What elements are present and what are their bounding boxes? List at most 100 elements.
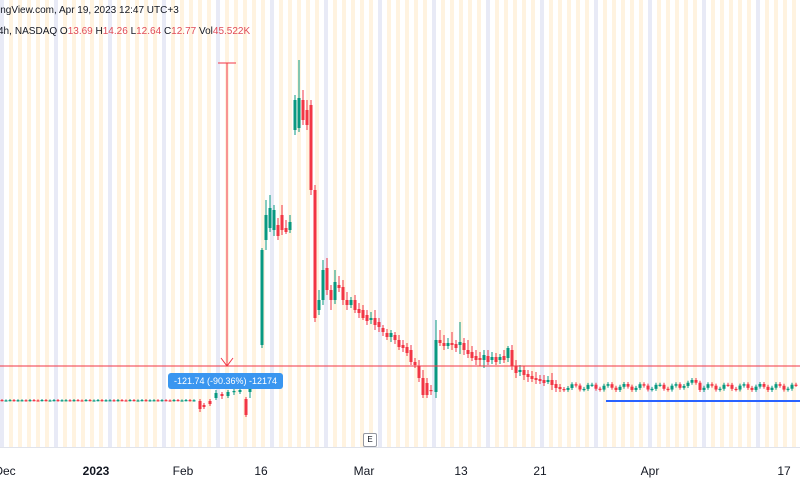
session-band <box>513 0 517 447</box>
candle-body <box>361 310 365 318</box>
candle-body <box>60 400 64 402</box>
candle-body <box>682 385 686 388</box>
candle-body <box>754 386 758 390</box>
candle-body <box>686 382 690 386</box>
candle-body <box>534 378 538 380</box>
candle-body <box>702 387 706 390</box>
session-band <box>423 0 427 447</box>
candle-body <box>288 222 292 230</box>
session-band <box>432 0 436 447</box>
candle-body <box>381 328 385 332</box>
candle-body <box>220 394 224 396</box>
time-axis-tick: 2023 <box>82 464 110 478</box>
candle-body <box>698 382 702 390</box>
candle-body <box>582 388 586 391</box>
session-band <box>603 0 607 447</box>
candle-body <box>486 356 490 362</box>
candle-body <box>566 387 570 390</box>
candle-body <box>284 228 288 232</box>
candle-body <box>136 400 140 402</box>
candle-body <box>734 388 738 391</box>
session-band <box>144 0 148 447</box>
candle-body <box>762 384 766 387</box>
session-band <box>360 0 364 447</box>
session-band <box>468 0 472 447</box>
candle-body <box>790 384 794 389</box>
candle-body <box>706 384 710 388</box>
session-band <box>135 0 139 447</box>
session-band <box>441 0 445 447</box>
source-line: ingView.com, Apr 19, 2023 12:47 UTC+3 <box>0 5 179 16</box>
session-band <box>522 0 526 447</box>
candle-body <box>590 384 594 386</box>
close-value: 12.77 <box>171 26 197 37</box>
candle-body <box>518 370 522 372</box>
candle-body <box>172 400 176 402</box>
candle-body <box>494 357 498 362</box>
candle-body <box>670 385 674 390</box>
candle-body <box>168 400 172 402</box>
candle-body <box>293 100 297 130</box>
session-band <box>189 0 193 447</box>
time-axis-tick: Apr <box>640 464 660 478</box>
candle-body <box>305 110 309 125</box>
session-band <box>216 0 220 447</box>
candle-body <box>770 387 774 390</box>
session-band <box>756 0 760 447</box>
candle-body <box>570 384 574 388</box>
session-band <box>81 0 85 447</box>
candle-body <box>482 355 486 360</box>
candle-body <box>710 384 714 386</box>
candle-body <box>309 105 313 190</box>
price-chart[interactable] <box>0 0 800 447</box>
candle-body <box>112 400 116 402</box>
events-button[interactable]: E <box>363 433 377 447</box>
session-band <box>63 0 67 447</box>
candle-body <box>714 385 718 390</box>
session-band <box>9 0 13 447</box>
candle-body <box>313 190 317 318</box>
candle-body <box>377 322 381 327</box>
candle-body <box>766 386 770 390</box>
session-band <box>702 0 706 447</box>
session-band <box>126 0 130 447</box>
time-axis[interactable]: Dec 2023 Feb 16 Mar 13 21 Apr 17 <box>0 447 800 504</box>
candle-body <box>546 380 550 382</box>
session-band <box>585 0 589 447</box>
time-axis-tick: 16 <box>254 464 268 478</box>
candle-body <box>690 380 694 383</box>
candle-body <box>329 290 333 300</box>
candle-body <box>184 400 188 402</box>
candle-body <box>128 400 132 402</box>
candle-body <box>108 400 112 402</box>
session-band <box>315 0 319 447</box>
time-axis-tick: Mar <box>353 464 375 478</box>
candle-body <box>606 384 610 386</box>
candle-body <box>232 391 236 393</box>
candle-body <box>40 400 44 402</box>
candle-body <box>244 399 248 415</box>
candle-body <box>506 348 510 358</box>
candle-body <box>192 400 196 402</box>
candle-body <box>180 400 184 402</box>
session-band <box>342 0 346 447</box>
time-axis-tick: 21 <box>533 464 547 478</box>
candle-body <box>401 345 405 348</box>
candle-body <box>746 384 750 388</box>
measure-label: -121.74 (-90.36%) -12174 <box>168 373 284 389</box>
session-band <box>27 0 31 447</box>
session-band <box>657 0 661 447</box>
candle-body <box>510 350 514 366</box>
session-band <box>720 0 724 447</box>
candle-body <box>450 343 454 345</box>
candle-body <box>446 343 450 346</box>
session-band <box>594 0 598 447</box>
candle-body <box>794 384 798 386</box>
time-axis-tick: 13 <box>454 464 468 478</box>
session-band <box>729 0 733 447</box>
candle-body <box>718 388 722 390</box>
session-band <box>792 0 796 447</box>
session-band <box>495 0 499 447</box>
candle-body <box>409 350 413 362</box>
